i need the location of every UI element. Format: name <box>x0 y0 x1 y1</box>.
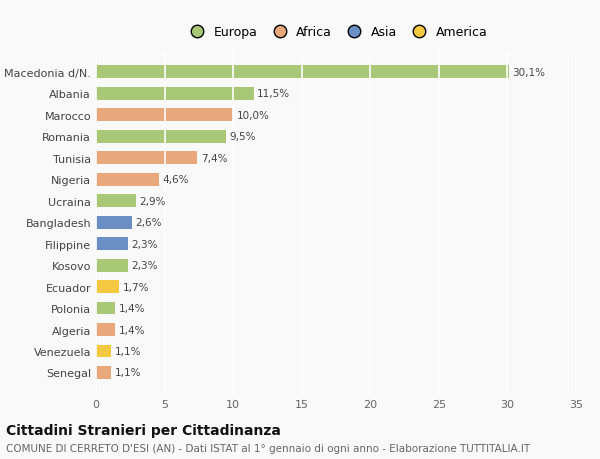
Text: 2,9%: 2,9% <box>139 196 166 206</box>
Bar <box>96 238 128 251</box>
Text: 1,7%: 1,7% <box>123 282 149 292</box>
Text: 1,1%: 1,1% <box>115 368 141 378</box>
Bar <box>96 323 115 336</box>
Bar <box>96 366 111 379</box>
Bar <box>96 130 226 143</box>
Text: 11,5%: 11,5% <box>257 89 290 99</box>
Text: 1,4%: 1,4% <box>119 303 145 313</box>
Text: 10,0%: 10,0% <box>236 111 269 120</box>
Legend: Europa, Africa, Asia, America: Europa, Africa, Asia, America <box>181 22 491 43</box>
Bar <box>96 280 119 293</box>
Bar <box>96 66 509 79</box>
Bar <box>96 152 197 165</box>
Bar <box>96 216 131 229</box>
Bar <box>96 195 136 207</box>
Text: 7,4%: 7,4% <box>201 153 227 163</box>
Bar <box>96 302 115 315</box>
Bar <box>96 174 159 186</box>
Text: 1,4%: 1,4% <box>119 325 145 335</box>
Text: COMUNE DI CERRETO D'ESI (AN) - Dati ISTAT al 1° gennaio di ogni anno - Elaborazi: COMUNE DI CERRETO D'ESI (AN) - Dati ISTA… <box>6 443 530 453</box>
Bar <box>96 259 128 272</box>
Bar <box>96 345 111 358</box>
Text: 4,6%: 4,6% <box>163 175 189 185</box>
Text: Cittadini Stranieri per Cittadinanza: Cittadini Stranieri per Cittadinanza <box>6 423 281 437</box>
Text: 9,5%: 9,5% <box>230 132 256 142</box>
Text: 2,3%: 2,3% <box>131 239 157 249</box>
Text: 2,6%: 2,6% <box>135 218 161 228</box>
Bar <box>96 109 233 122</box>
Text: 1,1%: 1,1% <box>115 346 141 356</box>
Text: 30,1%: 30,1% <box>512 67 545 78</box>
Bar <box>96 88 254 101</box>
Text: 2,3%: 2,3% <box>131 261 157 270</box>
